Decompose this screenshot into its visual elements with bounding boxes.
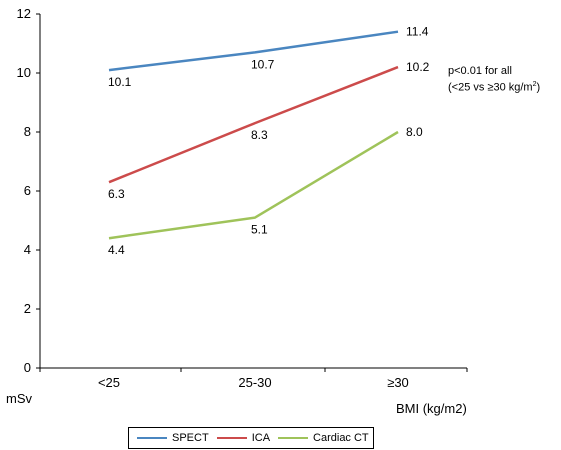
data-label-spect-2: 11.4 xyxy=(406,25,429,39)
chart-legend: SPECT ICA Cardiac CT xyxy=(128,427,374,449)
significance-annotation: p<0.01 for all (<25 vs ≥30 kg/m2) xyxy=(448,64,540,95)
x-tick-label-2: ≥30 xyxy=(387,375,409,390)
data-label-cardiac-ct-0: 4.4 xyxy=(108,243,125,257)
legend-item-cardiac-ct: Cardiac CT xyxy=(278,432,369,444)
series-line-cardiac-ct xyxy=(108,130,399,240)
series-layer xyxy=(108,30,399,240)
series-line-spect xyxy=(108,30,399,72)
legend-label-spect: SPECT xyxy=(172,432,209,444)
legend-swatch-spect xyxy=(137,437,167,439)
legend-item-spect: SPECT xyxy=(137,432,209,444)
legend-label-cardiac-ct: Cardiac CT xyxy=(313,432,369,444)
data-label-cardiac-ct-1: 5.1 xyxy=(251,223,268,237)
data-labels: 10.1 10.7 11.4 6.3 8.3 10.2 4.4 5.1 8.0 xyxy=(108,25,430,258)
series-line-ica xyxy=(108,65,399,184)
data-label-spect-1: 10.7 xyxy=(251,57,275,71)
axes: 0 2 4 6 8 10 12 <25 25-30 ≥30 mSv BMI (kg/m2) xyxy=(6,6,468,416)
legend-label-ica: ICA xyxy=(251,432,271,444)
y-tick-label-6: 6 xyxy=(24,183,31,198)
x-axis-label: BMI (kg/m2) xyxy=(396,401,467,416)
y-tick-label-10: 10 xyxy=(17,65,31,80)
legend-swatch-ica xyxy=(216,437,247,439)
legend-swatch-cardiac-ct xyxy=(278,437,309,439)
y-tick-label-2: 2 xyxy=(24,301,31,316)
annotation-line-2: (<25 vs ≥30 kg/m2) xyxy=(448,81,541,94)
y-tick-label-12: 12 xyxy=(17,6,31,21)
y-tick-label-8: 8 xyxy=(24,124,31,139)
data-label-ica-0: 6.3 xyxy=(108,187,125,201)
x-tick-label-0: <25 xyxy=(98,375,120,390)
y-axis-label: mSv xyxy=(6,391,33,406)
legend-item-ica: ICA xyxy=(216,432,271,444)
y-tick-label-4: 4 xyxy=(24,242,31,257)
x-tick-label-1: 25-30 xyxy=(238,375,271,390)
annotation-line-1: p<0.01 for all xyxy=(448,65,512,77)
data-label-ica-1: 8.3 xyxy=(251,128,268,142)
y-tick-label-0: 0 xyxy=(24,360,31,375)
data-label-spect-0: 10.1 xyxy=(108,75,132,89)
data-label-cardiac-ct-2: 8.0 xyxy=(406,125,423,139)
data-label-ica-2: 10.2 xyxy=(406,60,430,74)
